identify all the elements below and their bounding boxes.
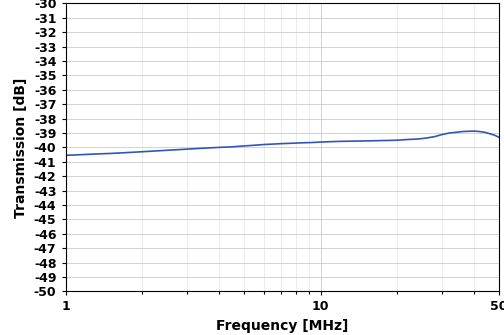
- X-axis label: Frequency [MHz]: Frequency [MHz]: [216, 319, 348, 333]
- Y-axis label: Transmission [dB]: Transmission [dB]: [14, 77, 28, 218]
